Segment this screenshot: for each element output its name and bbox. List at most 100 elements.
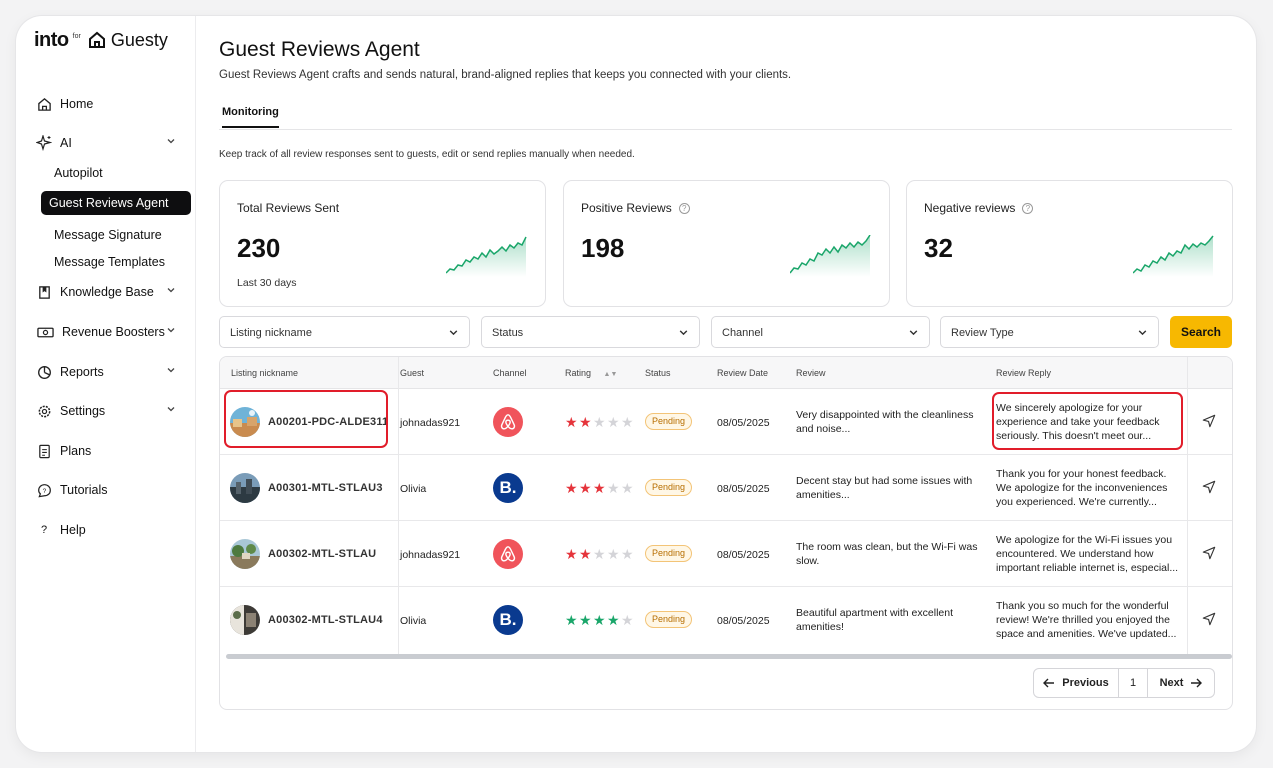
send-icon[interactable]	[1202, 612, 1216, 631]
star-rating: ★ ★ ★ ★ ★	[565, 415, 635, 429]
stat-value: 230	[237, 233, 281, 263]
select-value: Channel	[722, 327, 763, 339]
home-icon	[36, 96, 52, 112]
table-header: Listing nickname Guest Channel Rating ▲▼…	[220, 357, 1232, 389]
table-row[interactable]: A00302-MTL-STLAU4 Olivia B. ★ ★ ★ ★ ★ Pe…	[220, 587, 1232, 653]
help-icon[interactable]: ?	[678, 202, 690, 214]
select-value: Listing nickname	[230, 327, 312, 339]
listing-nickname[interactable]: A00302-MTL-STLAU4	[268, 614, 383, 626]
sidebar-item-reports[interactable]: Reports	[36, 362, 186, 382]
channel-select[interactable]: Channel	[711, 316, 930, 348]
document-icon	[36, 443, 52, 459]
sidebar-item-message-templates[interactable]: Message Templates	[54, 255, 165, 269]
star-rating: ★ ★ ★ ★ ★	[565, 481, 635, 495]
sparkline-chart	[790, 235, 871, 277]
main-content: Guest Reviews Agent Guest Reviews Agent …	[219, 16, 1239, 752]
star-empty-icon: ★	[607, 480, 620, 496]
help-icon[interactable]: ?	[1022, 202, 1034, 214]
column-header-status[interactable]: Status	[645, 368, 671, 378]
guest-name: johnadas921	[400, 417, 461, 429]
chevron-down-icon	[448, 327, 459, 341]
sidebar-item-ai[interactable]: AI	[36, 133, 186, 153]
horizontal-scrollbar[interactable]	[226, 654, 1232, 659]
star-filled-icon: ★	[593, 480, 606, 496]
select-value: Status	[492, 327, 524, 339]
next-button[interactable]: Next	[1148, 669, 1214, 697]
listing-nickname[interactable]: A00201-PDC-ALDE311	[268, 416, 389, 428]
search-button[interactable]: Search	[1170, 316, 1232, 348]
logo-for: for	[72, 32, 81, 40]
sidebar-item-plans[interactable]: Plans	[36, 441, 91, 461]
sidebar-item-knowledge-base[interactable]: Knowledge Base	[36, 282, 186, 302]
chevron-down-icon	[166, 403, 176, 417]
review-text: Beautiful apartment with excellent ameni…	[796, 607, 954, 633]
send-icon[interactable]	[1202, 546, 1216, 565]
sidebar-label: AI	[60, 136, 72, 150]
stat-card-total: Total Reviews Sent 230 Last 30 days	[219, 180, 546, 307]
sidebar-item-help[interactable]: ? Help	[36, 520, 86, 540]
sidebar-label: Revenue Boosters	[62, 325, 165, 339]
table-row[interactable]: A00301-MTL-STLAU3 Olivia B. ★ ★ ★ ★ ★ Pe…	[220, 455, 1232, 521]
arrow-left-icon	[1043, 678, 1055, 688]
star-filled-icon: ★	[565, 612, 578, 628]
listing-thumbnail	[230, 605, 260, 635]
table-row[interactable]: A00302-MTL-STLAU johnadas921 ★ ★ ★ ★ ★ P…	[220, 521, 1232, 587]
previous-button[interactable]: Previous	[1034, 669, 1119, 697]
stat-label: Total Reviews Sent	[237, 201, 340, 215]
table-row[interactable]: A00201-PDC-ALDE311 johnadas921 ★ ★ ★ ★ ★…	[220, 389, 1232, 455]
sidebar-item-message-signature[interactable]: Message Signature	[54, 228, 162, 242]
listing-nickname[interactable]: A00301-MTL-STLAU3	[268, 482, 383, 494]
column-header-rating-label: Rating	[565, 368, 592, 378]
sidebar-item-guest-reviews-agent[interactable]: Guest Reviews Agent	[41, 191, 191, 215]
sidebar-item-autopilot[interactable]: Autopilot	[54, 166, 103, 180]
column-header-review[interactable]: Review	[796, 368, 826, 378]
stat-value: 198	[581, 233, 625, 263]
chat-help-icon: ?	[36, 482, 52, 498]
sidebar-item-revenue-boosters[interactable]: Revenue Boosters	[36, 322, 186, 342]
sidebar-item-home[interactable]: Home	[36, 94, 93, 114]
page-number-button[interactable]: 1	[1119, 669, 1148, 697]
column-header-date[interactable]: Review Date	[717, 368, 769, 378]
highlight-box-reply	[992, 392, 1183, 450]
star-empty-icon: ★	[621, 480, 634, 496]
stat-label-row: Negative reviews ?	[924, 201, 1034, 215]
booking-icon: B.	[493, 473, 523, 503]
booking-icon: B.	[493, 605, 523, 635]
listing-nickname-select[interactable]: Listing nickname	[219, 316, 470, 348]
arrow-right-icon	[1191, 678, 1203, 688]
review-reply-text[interactable]: Thank you so much for the wonderful revi…	[996, 600, 1177, 640]
status-select[interactable]: Status	[481, 316, 700, 348]
logo-into: into	[34, 28, 69, 51]
svg-text:?: ?	[42, 487, 46, 494]
column-divider	[398, 357, 399, 655]
column-header-guest[interactable]: Guest	[400, 368, 425, 378]
send-icon[interactable]	[1202, 414, 1216, 433]
star-empty-icon: ★	[621, 414, 634, 430]
column-header-reply[interactable]: Review Reply	[996, 368, 1052, 378]
stat-label: Positive Reviews	[581, 201, 672, 215]
guest-name: Olivia	[400, 483, 427, 495]
review-reply-text[interactable]: Thank you for your honest feedback. We a…	[996, 468, 1168, 508]
pagination: Previous 1 Next	[1033, 668, 1215, 698]
star-filled-icon: ★	[565, 480, 578, 496]
stat-note: Last 30 days	[237, 277, 297, 289]
star-filled-icon: ★	[565, 546, 578, 562]
sidebar-item-settings[interactable]: Settings	[36, 401, 186, 421]
tab-bar: Monitoring	[219, 106, 1232, 130]
star-filled-icon: ★	[607, 612, 620, 628]
column-header-rating[interactable]: Rating ▲▼	[565, 368, 617, 378]
previous-label: Previous	[1062, 677, 1109, 689]
review-date: 08/05/2025	[717, 417, 770, 429]
column-header-channel[interactable]: Channel	[493, 368, 527, 378]
review-reply-text[interactable]: We sincerely apologize for your experien…	[996, 402, 1160, 442]
review-type-select[interactable]: Review Type	[940, 316, 1159, 348]
page-title: Guest Reviews Agent	[219, 38, 420, 61]
tab-monitoring[interactable]: Monitoring	[222, 106, 279, 128]
sort-icon[interactable]: ▲▼	[603, 371, 618, 378]
review-reply-text[interactable]: We apologize for the Wi-Fi issues you en…	[996, 534, 1179, 574]
column-header-listing[interactable]: Listing nickname	[231, 368, 299, 378]
star-filled-icon: ★	[579, 414, 592, 430]
sidebar-item-tutorials[interactable]: ? Tutorials	[36, 480, 107, 500]
listing-nickname[interactable]: A00302-MTL-STLAU	[268, 548, 377, 560]
send-icon[interactable]	[1202, 480, 1216, 499]
